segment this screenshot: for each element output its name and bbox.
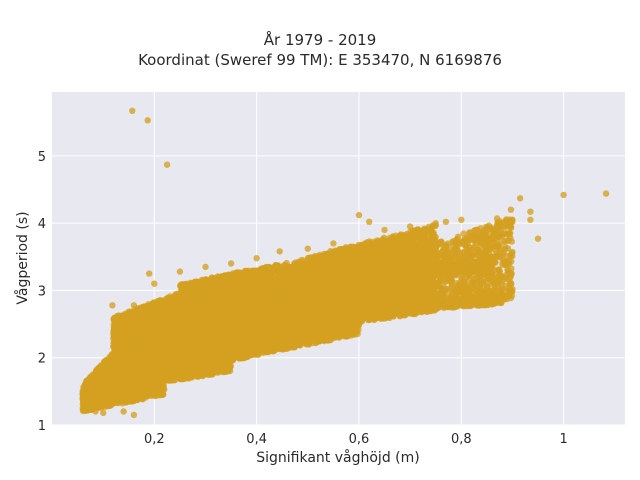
data-point xyxy=(101,370,109,377)
chart-subtitle: Koordinat (Sweref 99 TM): E 353470, N 61… xyxy=(138,51,502,69)
data-point xyxy=(85,387,93,394)
data-point xyxy=(157,387,164,394)
data-point xyxy=(144,391,151,398)
data-point xyxy=(83,380,90,387)
data-point xyxy=(82,407,89,415)
data-point xyxy=(119,396,126,403)
data-point xyxy=(129,396,136,404)
data-point xyxy=(95,371,103,378)
data-point xyxy=(80,402,87,409)
data-point xyxy=(97,384,105,391)
data-point xyxy=(107,397,114,405)
data-point xyxy=(101,395,108,402)
data-points xyxy=(79,107,610,419)
chart-title: År 1979 - 2019 xyxy=(263,31,377,49)
data-point xyxy=(92,379,99,386)
data-point xyxy=(100,375,108,383)
